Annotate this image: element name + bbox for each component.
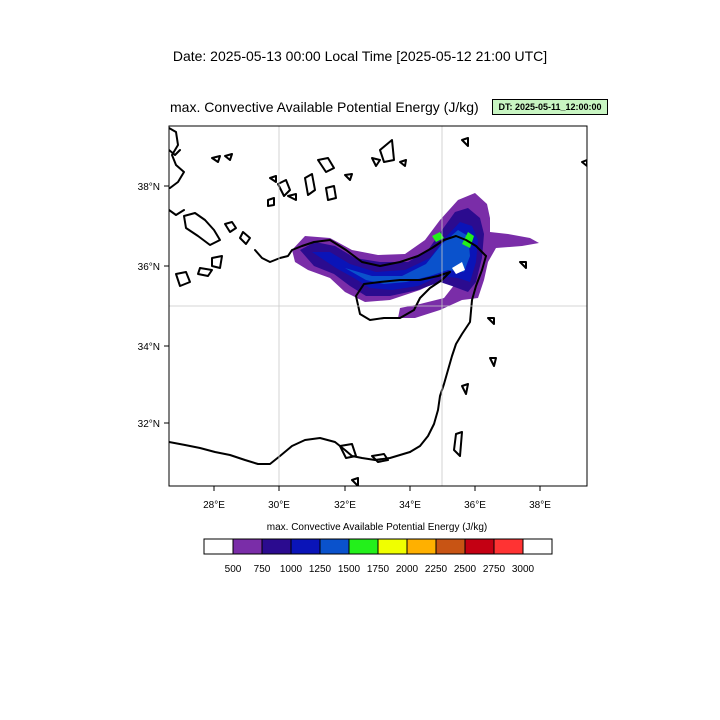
colorbar-level-label: 1750 [366, 564, 390, 575]
lon-tick-label: 36°E [464, 500, 486, 511]
colorbar-swatch [406, 538, 437, 555]
colorbar-level-label: 2500 [453, 564, 477, 575]
lon-tick-label: 30°E [268, 500, 290, 511]
dt-badge: DT: 2025-05-11_12:00:00 [492, 99, 608, 115]
lon-tick-label: 38°E [529, 500, 551, 511]
lon-tick: 34°E [399, 486, 421, 511]
colorbar-swatch [290, 538, 321, 555]
colorbar-swatch [493, 538, 524, 555]
lat-tick-label: 32°N [138, 419, 160, 430]
colorbar-level-label: 2750 [482, 564, 506, 575]
lon-tick-label: 28°E [203, 500, 225, 511]
lon-tick: 36°E [464, 486, 486, 511]
lon-tick-label: 34°E [399, 500, 421, 511]
lat-tick: 34°N [138, 342, 169, 353]
lon-tick: 38°E [529, 486, 551, 511]
gridlines [169, 126, 587, 486]
colorbar-swatch [464, 538, 495, 555]
lat-tick: 32°N [138, 419, 169, 430]
colorbar-title: max. Convective Available Potential Ener… [266, 522, 488, 533]
map-title: max. Convective Available Potential Ener… [170, 99, 479, 115]
colorbar-labels: 500 750 1000 1250 1500 1750 2000 2250 25… [0, 564, 720, 578]
colorbar-level-label: 2250 [424, 564, 448, 575]
colorbar-level-label: 500 [224, 564, 242, 575]
colorbar [203, 538, 553, 555]
colorbar-level-label: 750 [253, 564, 271, 575]
map-frame [168, 125, 588, 487]
colorbar-swatch [203, 538, 234, 555]
lat-tick-label: 34°N [138, 342, 160, 353]
lon-tick: 32°E [334, 486, 356, 511]
cape-gap [452, 262, 465, 274]
colorbar-swatch [232, 538, 263, 555]
lon-ticks: 28°E 30°E 32°E 34°E 36°E 38°E [203, 486, 551, 511]
lon-tick: 28°E [203, 486, 225, 511]
colorbar-swatch [348, 538, 379, 555]
colorbar-level-label: 1500 [337, 564, 361, 575]
colorbar-swatch [435, 538, 466, 555]
lat-tick: 36°N [138, 262, 169, 273]
colorbar-level-label: 1250 [308, 564, 332, 575]
cape-shading [292, 193, 539, 318]
coastlines [169, 127, 587, 486]
lat-ticks: 38°N 36°N 34°N 32°N [138, 182, 169, 430]
colorbar-level-label: 3000 [511, 564, 535, 575]
colorbar-level-label: 2000 [395, 564, 419, 575]
date-title: Date: 2025-05-13 00:00 Local Time [2025-… [172, 48, 548, 64]
cape-band-1250 [345, 230, 470, 284]
lon-tick: 30°E [268, 486, 290, 511]
colorbar-swatch [261, 538, 292, 555]
cape-band-1500 [432, 232, 444, 242]
colorbar-swatch [522, 538, 553, 555]
colorbar-swatch [377, 538, 408, 555]
colorbar-swatch [319, 538, 350, 555]
lat-tick: 38°N [138, 182, 169, 193]
lat-tick-label: 38°N [138, 182, 160, 193]
lon-tick-label: 32°E [334, 500, 356, 511]
colorbar-level-label: 1000 [279, 564, 303, 575]
lat-tick-label: 36°N [138, 262, 160, 273]
